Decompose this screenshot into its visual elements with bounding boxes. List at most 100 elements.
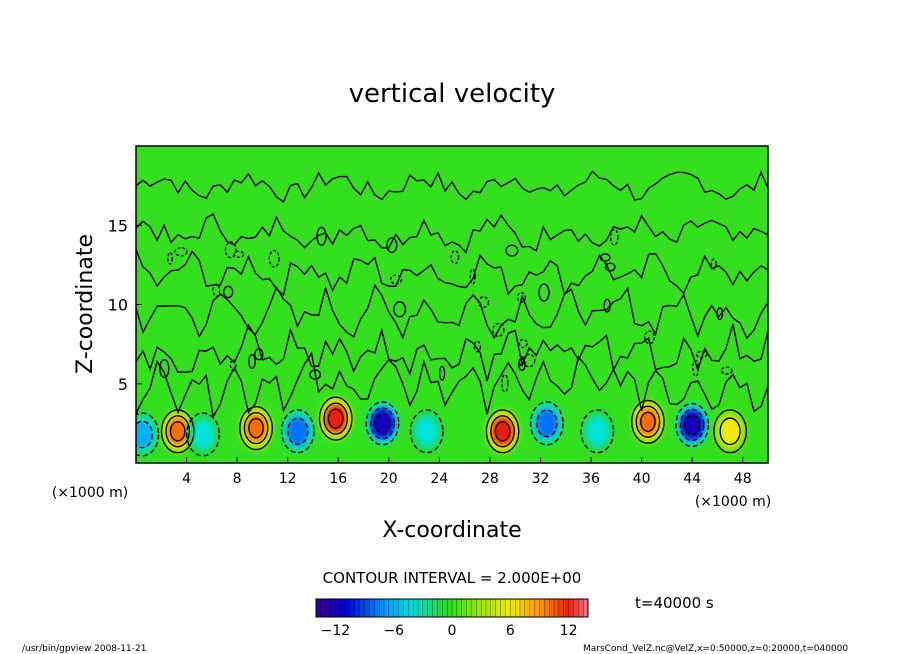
x-axis: 4 8 12 16 20 24 28 32 36 40 44 48 (182, 457, 752, 487)
colorbar-swatch (378, 598, 385, 618)
contour-eddy (609, 228, 619, 246)
contour-eddy (518, 356, 525, 367)
contour-ring (165, 415, 191, 448)
contour-eddy (159, 358, 170, 379)
contour-eddy (603, 298, 611, 313)
contour-eddy (692, 359, 700, 377)
velocity-cell-band (683, 413, 702, 437)
velocity-cell-band (415, 417, 438, 446)
contour-eddy (604, 262, 616, 272)
x-tick-label: 44 (683, 471, 701, 487)
x-tick-label: 28 (481, 471, 499, 487)
contour-ring (323, 402, 349, 435)
velocity-cell (713, 408, 748, 454)
colorbar-swatch (510, 598, 516, 618)
colorbar-swatch (403, 598, 409, 618)
colorbar-swatch (427, 598, 434, 618)
contour-eddy (695, 350, 708, 359)
velocity-cell-band (168, 419, 187, 444)
velocity-cell-band (586, 417, 609, 446)
contour-ring (409, 409, 444, 454)
contour-eddy (389, 274, 403, 285)
velocity-cell-band (136, 421, 153, 448)
contour-eddy (386, 237, 398, 254)
field-background (136, 146, 768, 463)
contour-eddy (222, 285, 234, 299)
colorbar-swatch (340, 598, 346, 618)
colorbar-swatch (563, 598, 570, 618)
colorbar-swatch (466, 598, 472, 618)
colorbar-swatch (412, 598, 419, 618)
contour-ring (169, 421, 186, 442)
colorbar-tick-label: −12 (321, 623, 351, 639)
x-tick-label: 48 (734, 471, 752, 487)
contour-ring (719, 417, 741, 446)
contour-interval-text: CONTOUR INTERVAL = 2.000E+00 (323, 569, 582, 587)
contour-ring (713, 409, 747, 454)
contour-lines (136, 170, 768, 457)
velocity-cell-band (638, 409, 658, 434)
colorbar-ticks: −12 −6 0 6 12 (321, 623, 578, 639)
contour-ring (494, 421, 511, 442)
contour-ring (580, 409, 615, 454)
colorbar-swatch (349, 598, 356, 618)
contour-line (136, 283, 768, 340)
contour-ring (675, 402, 710, 448)
colorbar-swatch (480, 598, 487, 618)
contour-ring (186, 412, 220, 457)
colorbar-swatch (544, 598, 550, 618)
colorbar-swatch (529, 598, 536, 618)
contour-eddy (450, 250, 460, 265)
velocity-cell-band (493, 419, 512, 444)
velocity-cell-band (288, 418, 308, 444)
footer-source: MarsCond_VelZ.nc@VelZ,x=0:50000,z=0:2000… (583, 644, 848, 654)
colorbar-swatch (514, 598, 521, 618)
x-tick-label: 4 (182, 471, 191, 487)
contour-eddy (254, 348, 264, 361)
contour-ring (327, 408, 344, 429)
contour-ring (529, 401, 564, 446)
y-axis: 5 10 15 (108, 216, 142, 394)
contour-eddy (505, 244, 519, 257)
colorbar-swatch (417, 598, 424, 618)
contour-eddy (229, 359, 237, 372)
colorbar-swatch (364, 598, 370, 618)
x-tick-label: 40 (633, 471, 651, 487)
x-axis-label: X-coordinate (382, 518, 521, 543)
colorbar-swatch (393, 598, 400, 618)
contour-eddy (710, 258, 717, 270)
contour-eddy (517, 358, 526, 372)
contour-eddy (516, 292, 527, 303)
contour-ring (640, 411, 656, 432)
chart-title: vertical velocity (349, 79, 556, 109)
contour-ring (136, 412, 160, 457)
x-unit-label: (×1000 m) (695, 494, 771, 510)
velocity-cell (409, 408, 444, 454)
contour-eddy (492, 322, 505, 337)
colorbar-swatch (500, 598, 506, 618)
velocity-cell-band (192, 420, 214, 449)
colorbar-swatch (456, 598, 463, 618)
colorbar-swatch (461, 598, 468, 618)
colorbar-swatch (495, 598, 502, 618)
colorbar-swatch (558, 598, 565, 618)
contour-ring (635, 405, 661, 438)
contour-eddy (720, 366, 733, 375)
contour-eddy (167, 251, 173, 265)
y-tick-label: 10 (108, 296, 128, 315)
contour-eddy (224, 241, 237, 259)
contour-ring (243, 411, 269, 445)
colorbar-swatch (437, 598, 443, 618)
colorbar-swatch (476, 598, 482, 618)
velocity-cell (280, 408, 315, 454)
y-axis-label: Z-coordinate (73, 234, 98, 374)
x-tick-label: 12 (279, 471, 297, 487)
x-tick-label: 16 (329, 471, 347, 487)
colorbar-swatch (446, 598, 453, 618)
y-tick-label: 15 (108, 216, 128, 235)
velocity-cell-band (720, 418, 741, 445)
colorbar-swatch (398, 598, 404, 618)
contour-ring (248, 417, 264, 439)
colorbar-swatch (325, 598, 332, 618)
x-tick-label: 20 (380, 471, 398, 487)
